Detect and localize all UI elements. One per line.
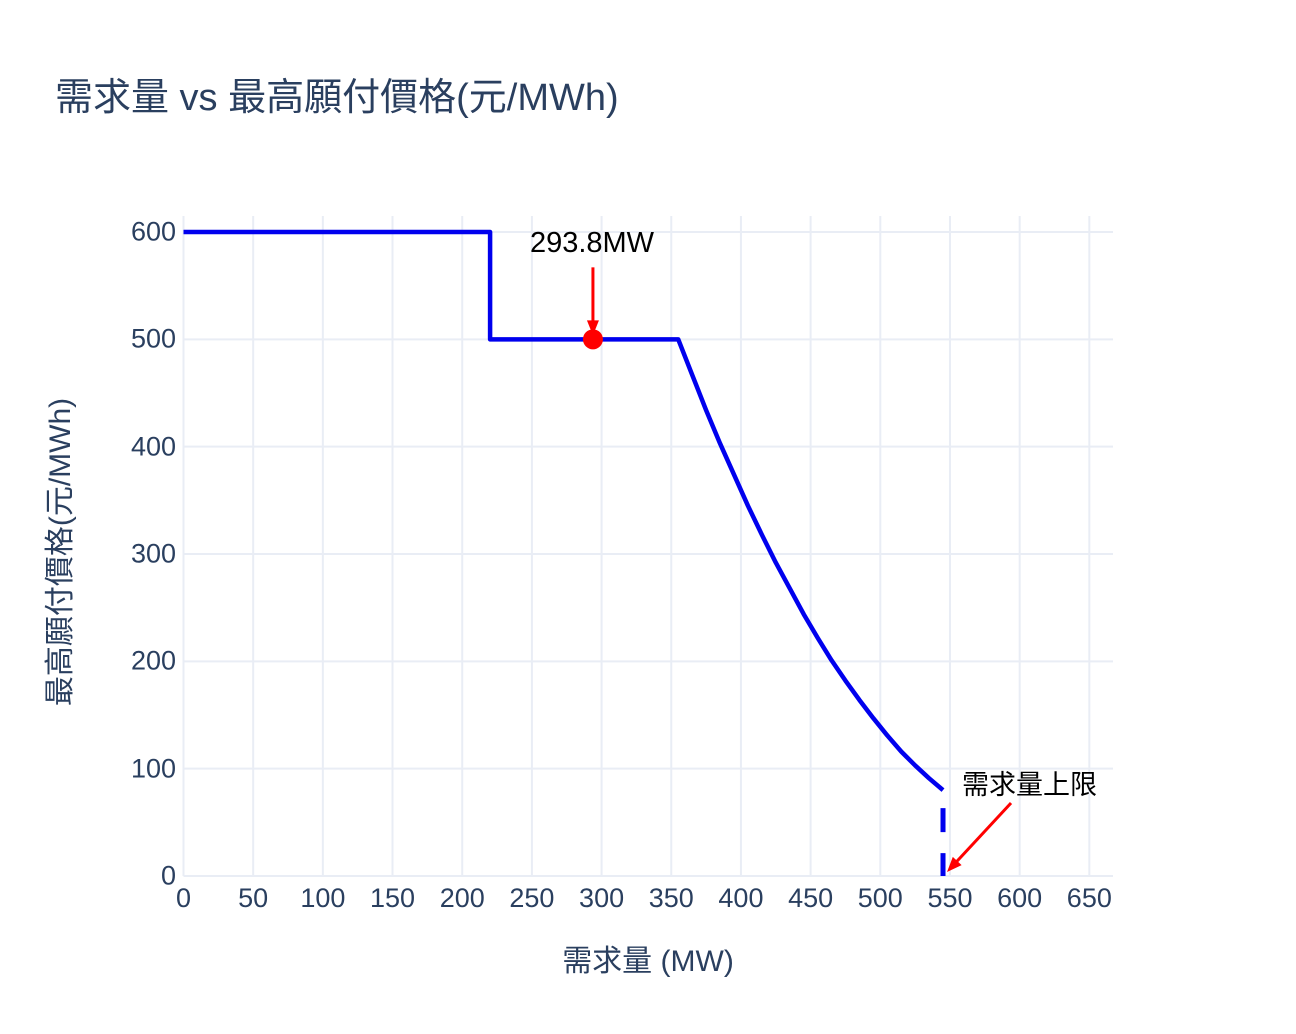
chart-title: 需求量 vs 最高願付價格(元/MWh) <box>55 77 619 119</box>
x-tick-label: 100 <box>300 883 346 913</box>
x-tick-label: 150 <box>370 883 416 913</box>
x-tick-label: 350 <box>648 883 694 913</box>
y-tick-label: 100 <box>130 753 176 784</box>
y-tick-label: 0 <box>160 860 176 891</box>
x-tick-label: 300 <box>579 883 625 913</box>
marker-arrow-head <box>586 320 599 336</box>
y-tick-label: 200 <box>130 645 176 676</box>
x-tick-label: 250 <box>509 883 555 913</box>
x-tick-label: 600 <box>997 883 1043 913</box>
x-tick-label: 0 <box>175 883 192 913</box>
x-tick-label: 200 <box>439 883 485 913</box>
x-tick-label: 400 <box>718 883 764 913</box>
x-tick-label: 50 <box>238 883 269 913</box>
y-tick-label: 500 <box>130 323 176 354</box>
x-tick-label: 500 <box>857 883 903 913</box>
cap-arrow-line <box>952 801 1013 867</box>
cap-annotation-label: 需求量上限 <box>962 770 1097 800</box>
x-tick-label: 450 <box>788 883 834 913</box>
x-tick-label: 650 <box>1066 883 1112 913</box>
y-tick-label: 300 <box>130 538 176 569</box>
demand-curve-line[interactable] <box>183 229 945 792</box>
marker-dot[interactable] <box>582 329 603 350</box>
y-tick-label: 400 <box>130 431 176 462</box>
marker-annotation-label: 293.8MW <box>529 227 655 259</box>
y-tick-label: 600 <box>130 216 176 247</box>
cap-arrow-head <box>947 856 962 872</box>
x-tick-label: 550 <box>927 883 973 913</box>
x-axis-title: 需求量 (MW) <box>562 945 734 978</box>
